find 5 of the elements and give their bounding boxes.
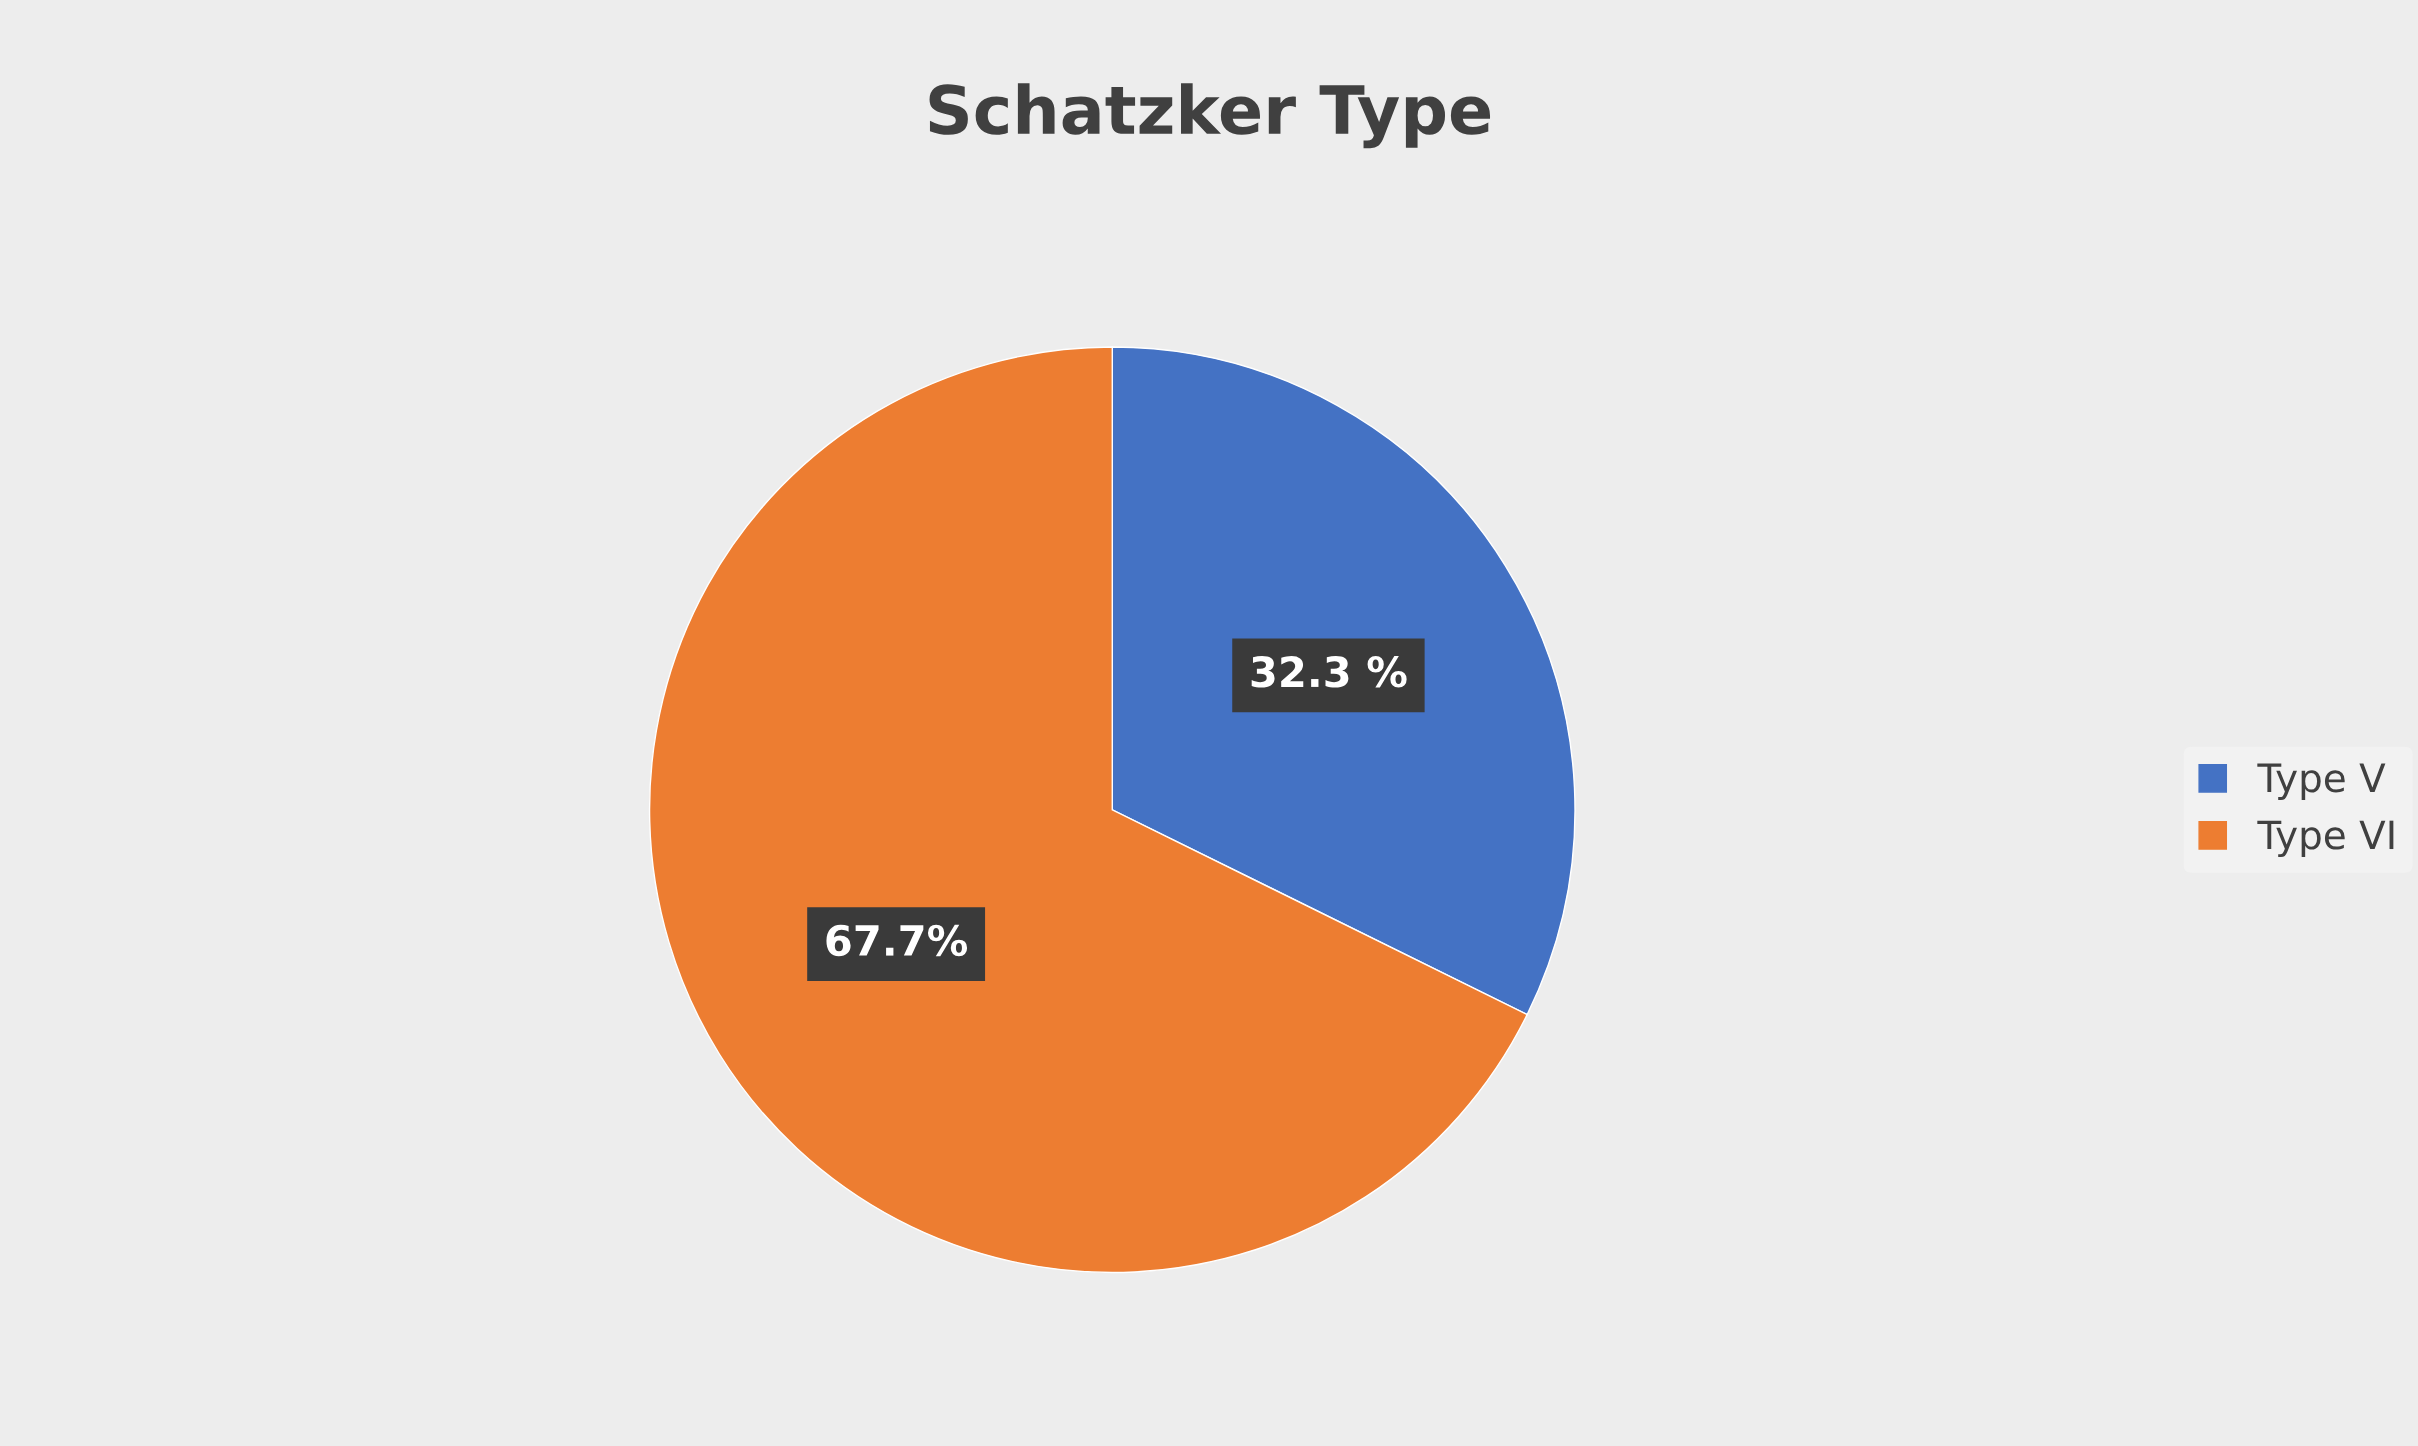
chart-title: Schatzker Type: [929, 83, 1491, 149]
legend-label: Type VI: [2257, 820, 2394, 858]
data-label: 67.7%: [826, 924, 968, 957]
legend-label: Type V: [2257, 763, 2386, 801]
data-label: 32.3 %: [1251, 656, 1407, 688]
